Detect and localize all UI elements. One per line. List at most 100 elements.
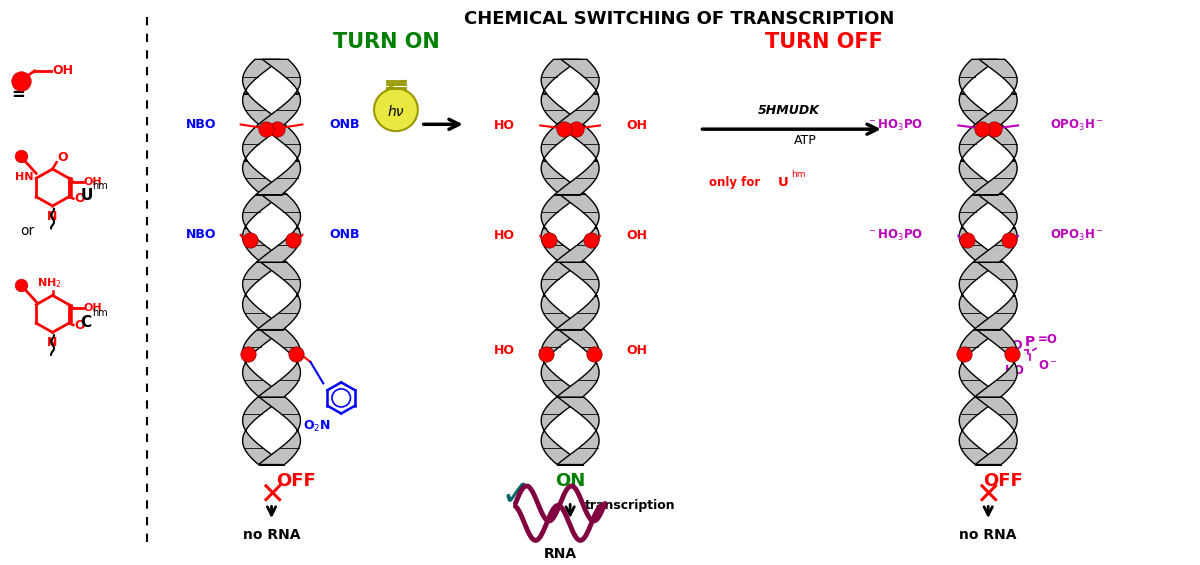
Polygon shape — [541, 295, 584, 329]
Polygon shape — [242, 228, 287, 262]
Polygon shape — [257, 295, 300, 329]
Text: ONB: ONB — [329, 228, 360, 241]
Polygon shape — [973, 228, 1018, 262]
Text: P: P — [1025, 335, 1036, 349]
Polygon shape — [959, 228, 1003, 262]
Text: O: O — [74, 319, 84, 332]
Polygon shape — [541, 363, 583, 397]
Polygon shape — [256, 160, 300, 195]
Polygon shape — [959, 295, 1002, 329]
Polygon shape — [259, 397, 300, 431]
Polygon shape — [556, 228, 599, 262]
Text: O: O — [58, 151, 68, 164]
Text: $^-$HO$_3$PO: $^-$HO$_3$PO — [868, 228, 924, 244]
Polygon shape — [263, 59, 300, 94]
Text: OPO$_3$H$^-$: OPO$_3$H$^-$ — [1050, 228, 1104, 244]
Text: HN: HN — [14, 172, 34, 182]
Text: 5HMUDK: 5HMUDK — [758, 103, 820, 116]
Polygon shape — [541, 431, 583, 464]
Text: OFF: OFF — [276, 472, 317, 490]
Polygon shape — [974, 295, 1018, 329]
Polygon shape — [557, 397, 599, 431]
Text: =: = — [11, 86, 25, 104]
Polygon shape — [976, 397, 1018, 431]
Polygon shape — [256, 93, 300, 127]
Text: O: O — [1012, 339, 1022, 352]
Polygon shape — [242, 295, 286, 329]
Text: $\mathbf{C}$: $\mathbf{C}$ — [80, 314, 92, 329]
Polygon shape — [959, 59, 997, 94]
Polygon shape — [959, 93, 1004, 127]
Text: HO: HO — [493, 229, 515, 242]
Text: O: O — [74, 192, 84, 205]
Text: hm: hm — [92, 308, 108, 318]
Polygon shape — [242, 397, 284, 431]
Polygon shape — [541, 160, 586, 195]
Polygon shape — [242, 59, 281, 94]
Text: ✕: ✕ — [976, 481, 1001, 510]
Polygon shape — [553, 93, 599, 127]
Polygon shape — [972, 93, 1018, 127]
Polygon shape — [242, 93, 288, 127]
Polygon shape — [541, 329, 582, 363]
Polygon shape — [959, 397, 1001, 431]
Polygon shape — [558, 329, 599, 363]
Text: OFF: OFF — [983, 472, 1022, 490]
Text: RNA: RNA — [544, 547, 577, 561]
Polygon shape — [260, 194, 300, 228]
Polygon shape — [257, 228, 300, 262]
Text: $^-$HO$_3$PO: $^-$HO$_3$PO — [868, 118, 924, 133]
Polygon shape — [959, 262, 1000, 296]
Text: TURN OFF: TURN OFF — [766, 32, 883, 51]
Text: HO: HO — [493, 119, 515, 132]
Polygon shape — [242, 363, 286, 397]
Polygon shape — [959, 329, 1001, 363]
Polygon shape — [976, 431, 1018, 464]
Text: N: N — [47, 336, 58, 349]
Polygon shape — [560, 59, 599, 94]
Polygon shape — [959, 431, 1001, 464]
Polygon shape — [258, 431, 300, 464]
Polygon shape — [557, 431, 599, 464]
Text: ON: ON — [556, 472, 586, 490]
Text: transcription: transcription — [586, 498, 676, 511]
Polygon shape — [978, 127, 1018, 161]
Circle shape — [374, 88, 418, 131]
Text: ✓: ✓ — [500, 479, 530, 512]
Text: no RNA: no RNA — [242, 528, 300, 542]
Text: =O: =O — [1038, 333, 1058, 346]
Polygon shape — [541, 127, 580, 161]
Text: OH: OH — [626, 229, 647, 242]
Polygon shape — [242, 160, 287, 195]
Text: O$^-$: O$^-$ — [1038, 359, 1057, 372]
Polygon shape — [959, 194, 998, 228]
Polygon shape — [541, 228, 586, 262]
Polygon shape — [242, 431, 284, 464]
Polygon shape — [977, 262, 1018, 296]
Polygon shape — [559, 262, 599, 296]
Polygon shape — [978, 194, 1018, 228]
Polygon shape — [959, 160, 1004, 195]
Polygon shape — [979, 59, 1018, 94]
Polygon shape — [554, 160, 599, 195]
Polygon shape — [959, 363, 1002, 397]
Polygon shape — [258, 363, 300, 397]
Polygon shape — [242, 262, 283, 296]
Polygon shape — [974, 363, 1018, 397]
Polygon shape — [972, 160, 1018, 195]
Text: HO: HO — [1006, 364, 1025, 377]
Text: NH$_2$: NH$_2$ — [37, 276, 62, 290]
Text: NBO: NBO — [186, 118, 217, 131]
Text: only for: only for — [709, 176, 764, 189]
Text: N: N — [47, 210, 58, 223]
Polygon shape — [560, 127, 599, 161]
Text: CHEMICAL SWITCHING OF TRANSCRIPTION: CHEMICAL SWITCHING OF TRANSCRIPTION — [464, 10, 895, 28]
Polygon shape — [557, 363, 599, 397]
Text: no RNA: no RNA — [960, 528, 1016, 542]
Text: or: or — [20, 224, 35, 238]
Text: hm: hm — [791, 170, 805, 179]
Polygon shape — [260, 262, 300, 296]
Text: OPO$_3$H$^-$: OPO$_3$H$^-$ — [1050, 118, 1104, 133]
Polygon shape — [959, 127, 998, 161]
Text: OH: OH — [626, 344, 647, 357]
